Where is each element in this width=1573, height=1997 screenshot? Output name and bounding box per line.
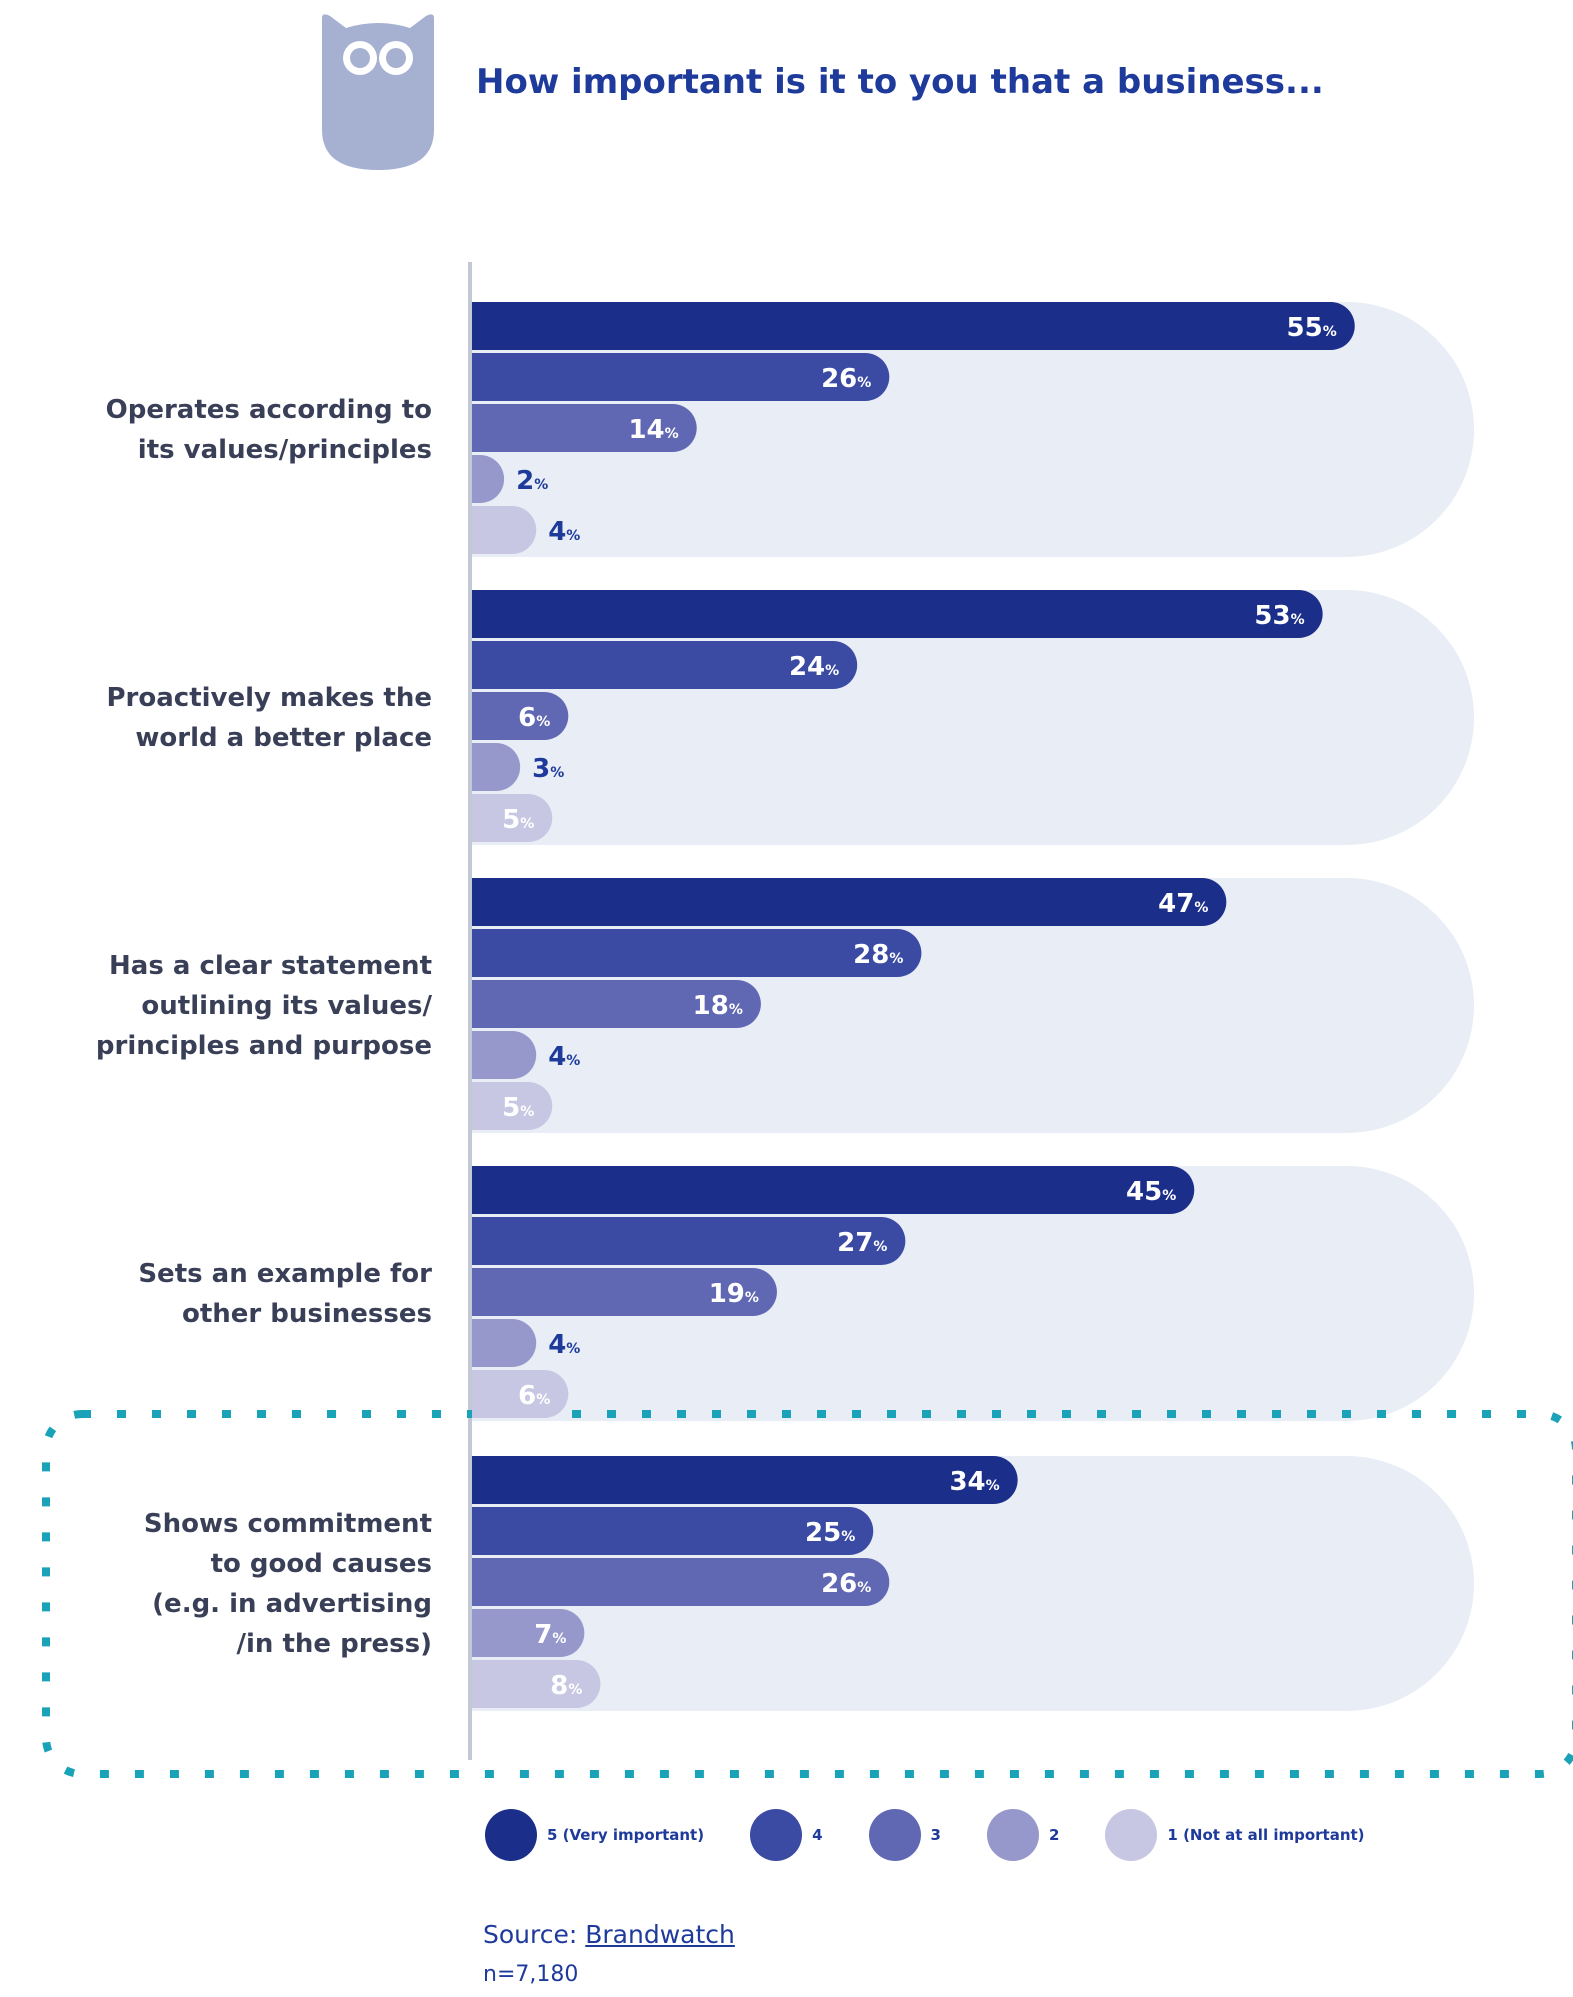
legend-item: 3 [868, 1809, 941, 1861]
bar [472, 641, 858, 689]
bar [472, 506, 537, 554]
bar [472, 455, 505, 503]
bar [472, 1319, 537, 1367]
data-label: 4% [548, 517, 580, 547]
chart-title: How important is it to you that a busine… [476, 62, 1324, 102]
legend-item: 1 (Not at all important) [1105, 1809, 1365, 1861]
data-label: 53% [1254, 601, 1304, 631]
data-label: 4% [548, 1042, 580, 1072]
legend-item: 4 [750, 1809, 823, 1861]
data-label: 2% [516, 466, 548, 496]
legend-label: 2 [1048, 1826, 1060, 1844]
bar-chart: 55% 53% 47% 45% 34% 26% 24% 28% 27% 25% 14% 6% 18% 19… [42, 262, 1573, 1778]
legend-item: 2 [986, 1809, 1060, 1861]
legend-label: 5 (Very important) [547, 1826, 705, 1844]
bar [472, 1609, 585, 1657]
bar [472, 302, 1355, 350]
legend-item: 5 (Very important) [485, 1809, 704, 1861]
bar [472, 1031, 537, 1079]
chart-legend: 5 (Very important) 4 3 2 1 (Not at all impor… [485, 1809, 1411, 1861]
category-label: Sets an example for other businesses [138, 1258, 432, 1329]
bar [472, 1082, 553, 1130]
data-label: 24% [789, 652, 839, 682]
bar [472, 1370, 569, 1418]
bar [472, 1507, 874, 1555]
data-label: 34% [949, 1467, 999, 1497]
category-label: Proactively makes the world a better pla… [106, 682, 433, 753]
data-label: 47% [1158, 889, 1208, 919]
data-label: 27% [837, 1228, 887, 1258]
bar [472, 1217, 906, 1265]
data-label: 45% [1126, 1177, 1176, 1207]
source-link[interactable]: Brandwatch [585, 1920, 735, 1949]
legend-label: 1 (Not at all important) [1167, 1826, 1365, 1844]
bar [472, 590, 1323, 638]
bar [472, 878, 1227, 926]
bar [472, 692, 569, 740]
sample-size: n=7,180 [483, 1962, 579, 1987]
legend-swatch [868, 1809, 921, 1861]
data-label: 6% [518, 1381, 550, 1411]
bar [472, 1456, 1018, 1504]
data-label: 4% [548, 1330, 580, 1360]
bar [472, 929, 922, 977]
bar [472, 1558, 890, 1606]
source-label: Source: [483, 1920, 586, 1949]
data-label: 7% [534, 1620, 566, 1650]
bar [472, 353, 890, 401]
legend-swatch [750, 1809, 803, 1861]
legend-swatch [986, 1809, 1039, 1861]
bar [472, 404, 697, 452]
legend-label: 3 [930, 1826, 941, 1844]
category-label: Shows commitment to good causes (e.g. in… [143, 1508, 432, 1659]
bar [472, 743, 521, 791]
bar [472, 1166, 1195, 1214]
data-label: 28% [853, 940, 903, 970]
bar [472, 794, 553, 843]
data-label: 19% [709, 1279, 759, 1309]
legend-swatch [485, 1809, 537, 1861]
data-label: 18% [693, 991, 743, 1021]
data-label: 26% [821, 364, 871, 394]
owl-logo-icon [322, 14, 434, 170]
category-label: Has a clear statement outlining its valu… [95, 950, 432, 1061]
data-label: 5% [502, 805, 534, 835]
bar [472, 980, 761, 1028]
data-label: 5% [502, 1093, 534, 1123]
data-label: 25% [805, 1518, 855, 1548]
legend-label: 4 [812, 1826, 823, 1844]
bar [472, 1268, 777, 1316]
data-label: 8% [550, 1671, 582, 1701]
legend-swatch [1105, 1809, 1158, 1861]
data-label: 6% [518, 703, 550, 733]
data-label: 14% [628, 415, 678, 445]
data-label: 3% [532, 754, 564, 784]
category-label: Operates according to its values/princip… [105, 394, 432, 465]
data-label: 55% [1287, 313, 1337, 343]
bar [472, 1660, 601, 1708]
source-note: Source: Brandwatch [483, 1920, 735, 1949]
data-label: 26% [821, 1569, 871, 1599]
